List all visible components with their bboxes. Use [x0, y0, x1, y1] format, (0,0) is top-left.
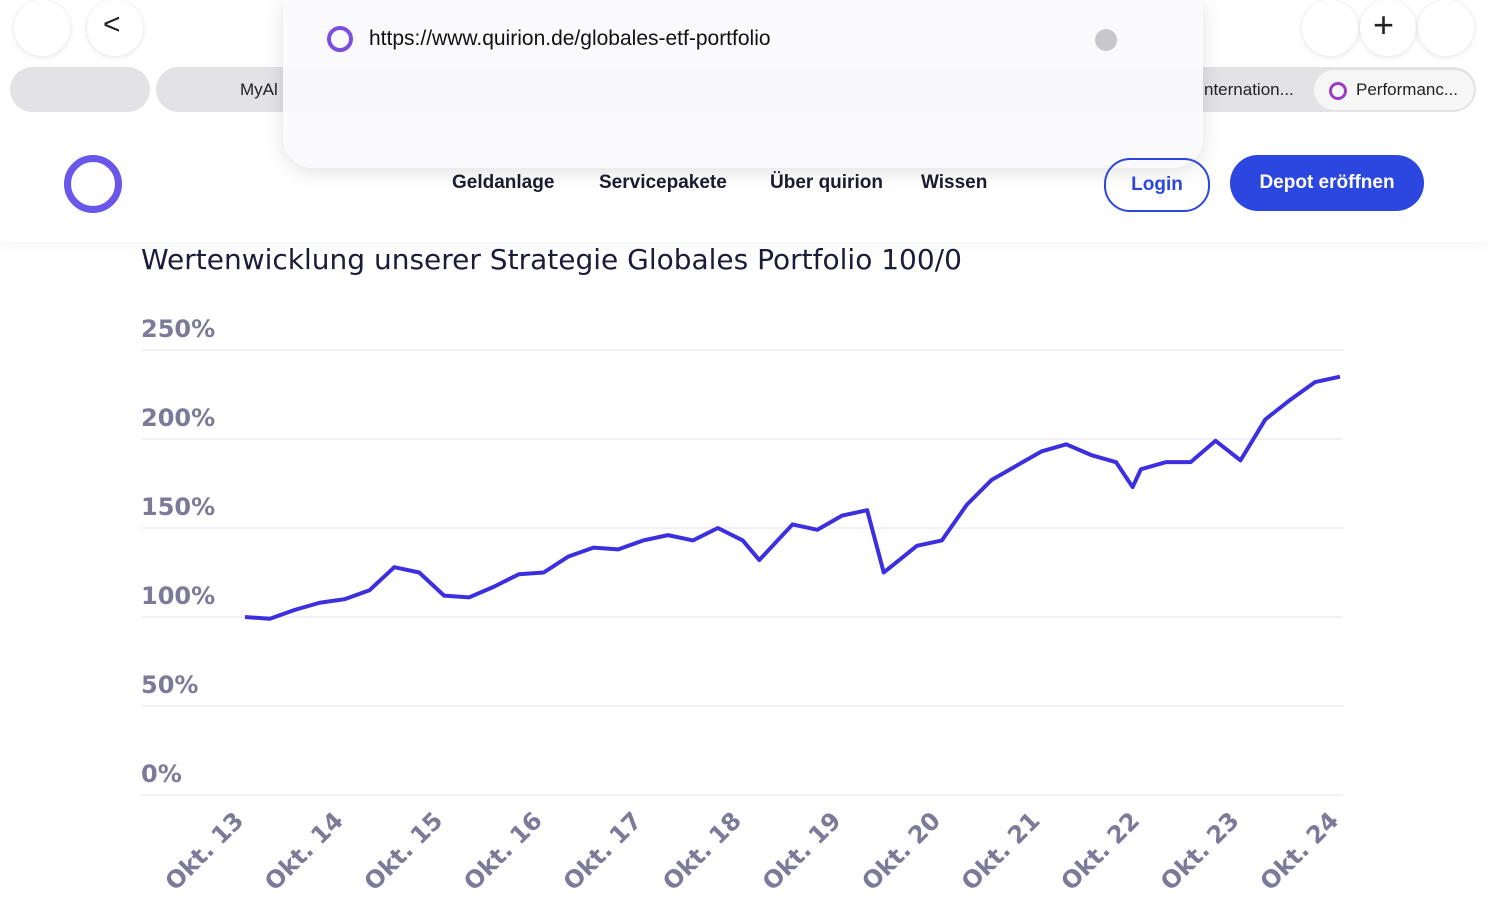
data-line	[244, 374, 1341, 621]
x-tick-label: Okt. 22	[1056, 806, 1146, 896]
nav-item[interactable]: Über quirion	[770, 172, 883, 193]
nav-item[interactable]: Wissen	[921, 172, 988, 193]
tab[interactable]: MyAl	[240, 80, 278, 99]
plus-icon: +	[1373, 4, 1395, 45]
url-favicon	[327, 26, 353, 52]
tab[interactable]: Performanc...	[1356, 80, 1459, 99]
tab-favicon	[1329, 82, 1347, 100]
nav-item[interactable]: Servicepakete	[599, 172, 727, 193]
x-tick-label: Okt. 23	[1155, 806, 1245, 896]
y-tick-label: 250%	[141, 315, 215, 343]
tabs-button[interactable]	[1418, 0, 1474, 56]
back-icon: <	[103, 8, 121, 41]
x-tick-label: Okt. 20	[856, 806, 946, 896]
y-tick-label: 50%	[141, 671, 198, 699]
x-tick-label: Okt. 15	[359, 806, 449, 896]
x-tick-label: Okt. 16	[458, 806, 548, 896]
cta-button[interactable]: Depot eröffnen	[1230, 155, 1424, 211]
tab[interactable]: nternation...	[1204, 80, 1294, 99]
sidebar-button[interactable]	[14, 0, 70, 56]
x-tick-label: Okt. 17	[558, 806, 648, 896]
x-tick-label: Okt. 13	[160, 806, 250, 896]
y-tick-label: 0%	[141, 760, 182, 788]
y-tick-label: 100%	[141, 582, 215, 610]
x-tick-label: Okt. 19	[757, 806, 847, 896]
tab-group	[10, 67, 150, 112]
address-popup	[283, 0, 1203, 168]
new-tab-button[interactable]	[1360, 0, 1416, 56]
x-tick-label: Okt. 21	[956, 806, 1046, 896]
chart-title: Wertenwicklung unserer Strategie Globale…	[141, 243, 962, 276]
logo	[64, 155, 122, 213]
chart: Wertenwicklung unserer Strategie Globale…	[141, 243, 1345, 896]
back-button[interactable]	[87, 0, 143, 56]
y-tick-label: 150%	[141, 493, 215, 521]
url[interactable]: https://www.quirion.de/globales-etf-port…	[369, 27, 771, 50]
nav-item[interactable]: Geldanlage	[452, 172, 555, 193]
y-tick-label: 200%	[141, 404, 215, 432]
share-button[interactable]	[1302, 0, 1358, 56]
x-tick-label: Okt. 18	[657, 806, 747, 896]
x-tick-label: Okt. 24	[1255, 806, 1345, 896]
login-button[interactable]: Login	[1104, 158, 1210, 212]
x-tick-label: Okt. 14	[259, 806, 349, 896]
clear-button[interactable]	[1095, 29, 1117, 51]
